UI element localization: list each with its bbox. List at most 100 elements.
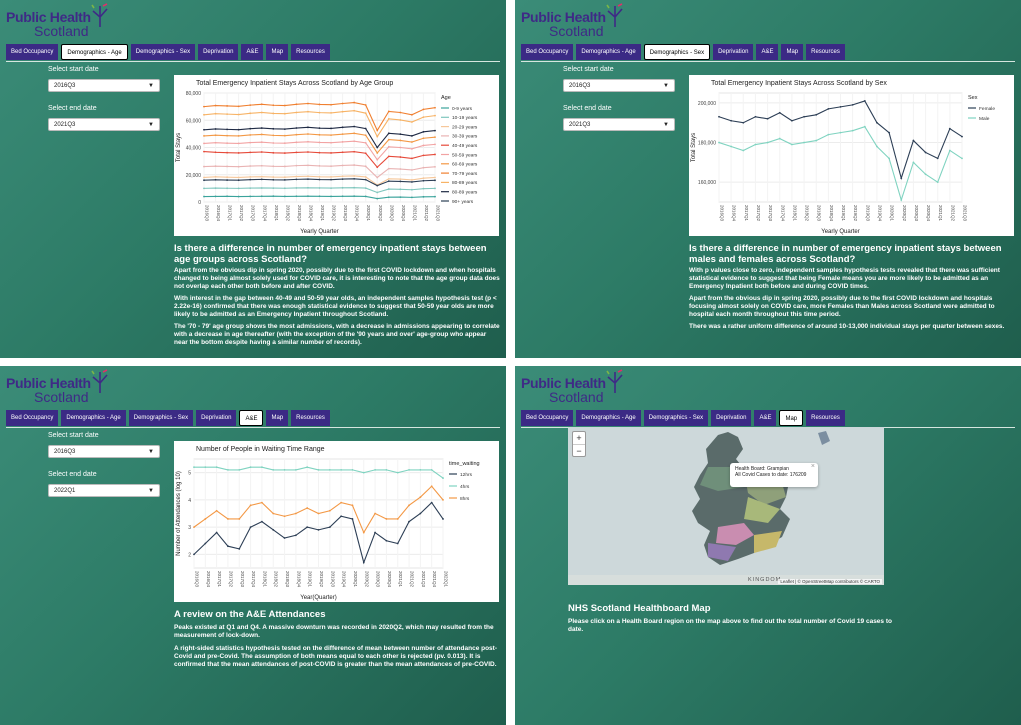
tab-ae[interactable]: A&E: [241, 44, 264, 60]
legend-label: 50-59 years: [452, 152, 478, 158]
data-point: [203, 150, 205, 153]
data-point: [353, 125, 356, 128]
data-point: [430, 485, 433, 488]
age-chart: Total Emergency Inpatient Stays Across S…: [174, 75, 499, 236]
tab-demographics-age[interactable]: Demographics - Age: [576, 410, 641, 426]
tab-deprivation[interactable]: Deprivation: [713, 44, 754, 60]
region-shetland[interactable]: [818, 431, 830, 445]
x-tick-label: 2018Q1: [792, 205, 797, 222]
data-point: [434, 165, 436, 168]
tab-bed-occupancy[interactable]: Bed Occupancy: [6, 410, 59, 426]
data-point: [766, 117, 769, 120]
start-date-select[interactable]: 2016Q3 ▼: [48, 445, 160, 458]
chevron-down-icon: ▼: [148, 122, 154, 128]
ae-chart-svg: Number of People in Waiting Time Range 2 3…: [176, 446, 480, 601]
start-date-select[interactable]: 2016Q3 ▼: [563, 79, 675, 92]
tab-deprivation[interactable]: Deprivation: [196, 410, 237, 426]
data-point: [249, 112, 252, 115]
tab-resources[interactable]: Resources: [291, 410, 330, 426]
data-point: [387, 110, 390, 113]
data-point: [364, 152, 367, 155]
data-point: [376, 176, 379, 179]
end-date-select[interactable]: 2022Q1 ▼: [48, 484, 160, 497]
end-date-select[interactable]: 2021Q3 ▼: [563, 118, 675, 131]
tab-bed-occupancy[interactable]: Bed Occupancy: [521, 44, 574, 60]
close-icon[interactable]: ×: [810, 463, 815, 470]
data-point: [411, 188, 413, 191]
x-tick-label: 2018Q4: [296, 571, 301, 588]
region-lothian[interactable]: [716, 523, 754, 545]
data-point: [374, 531, 376, 534]
data-point: [442, 518, 444, 520]
data-point: [803, 115, 805, 118]
start-date-select[interactable]: 2016Q3 ▼: [48, 79, 160, 92]
tab-ae[interactable]: A&E: [754, 410, 777, 426]
tab-bed-occupancy[interactable]: Bed Occupancy: [521, 410, 574, 426]
data-point: [341, 175, 344, 178]
age-paragraph-2: With interest in the gap between 40-49 a…: [174, 295, 497, 318]
map-attribution[interactable]: Leaflet | © OpenStreetMap contributors ©…: [778, 579, 882, 584]
data-point: [238, 518, 241, 520]
zoom-out-button[interactable]: −: [573, 444, 585, 456]
tab-demographics-age[interactable]: Demographics - Age: [61, 410, 126, 426]
data-point: [364, 127, 367, 130]
data-point: [364, 141, 367, 144]
data-point: [434, 106, 436, 109]
data-point: [341, 164, 344, 167]
tab-demographics-sex[interactable]: Demographics - Sex: [130, 44, 196, 60]
data-point: [272, 127, 275, 130]
end-date-select[interactable]: 2021Q3 ▼: [48, 118, 160, 131]
data-point: [411, 169, 413, 171]
age-paragraph-1: Apart from the obvious dip in spring 202…: [174, 267, 500, 290]
tab-map[interactable]: Map: [779, 410, 804, 426]
tab-demographics-age[interactable]: Demographics - Age: [61, 44, 128, 60]
y-axis-label: Total Stays: [176, 133, 182, 162]
data-point: [237, 113, 240, 116]
tab-deprivation[interactable]: Deprivation: [711, 410, 752, 426]
data-point: [214, 134, 217, 137]
data-point: [295, 187, 298, 189]
tab-resources[interactable]: Resources: [806, 410, 845, 426]
legend-label: 80-89 years: [452, 180, 478, 186]
data-point: [330, 103, 332, 106]
tab-resources[interactable]: Resources: [291, 44, 330, 60]
x-tick-label: 2019Q3: [343, 205, 348, 222]
data-point: [353, 101, 356, 104]
data-point: [330, 141, 332, 144]
start-date-value: 2016Q3: [569, 83, 591, 89]
scotland-map[interactable]: + − Health Board: Grampian All Covid Cas…: [568, 427, 884, 585]
zoom-in-button[interactable]: +: [576, 433, 582, 443]
data-point: [422, 166, 425, 169]
data-point: [294, 469, 297, 471]
tab-ae[interactable]: A&E: [239, 410, 264, 426]
tab-resources[interactable]: Resources: [806, 44, 845, 60]
tab-bed-occupancy[interactable]: Bed Occupancy: [6, 44, 59, 60]
data-point: [330, 165, 332, 168]
data-point: [900, 199, 903, 201]
data-point: [419, 496, 422, 499]
tab-map[interactable]: Map: [266, 44, 289, 60]
data-point: [341, 141, 344, 143]
x-tick-label: 2016Q3: [720, 205, 725, 222]
tab-demographics-age[interactable]: Demographics - Age: [576, 44, 641, 60]
tab-demographics-sex[interactable]: Demographics - Sex: [128, 410, 194, 426]
data-point: [411, 135, 413, 137]
tab-demographics-sex[interactable]: Demographics - Sex: [643, 410, 709, 426]
tab-ae[interactable]: A&E: [756, 44, 779, 60]
tab-deprivation[interactable]: Deprivation: [198, 44, 239, 60]
tab-demographics-sex[interactable]: Demographics - Sex: [643, 44, 711, 60]
data-point: [249, 134, 252, 136]
region-tayside[interactable]: [744, 497, 780, 523]
legend-label: 20-29 years: [452, 124, 478, 130]
tab-map[interactable]: Map: [266, 410, 289, 426]
data-point: [754, 143, 757, 146]
data-point: [272, 134, 275, 137]
tab-map[interactable]: Map: [781, 44, 804, 60]
data-point: [341, 186, 344, 189]
data-point: [260, 195, 263, 198]
region-borders[interactable]: [754, 531, 782, 553]
data-point: [839, 131, 842, 134]
data-point: [317, 469, 320, 471]
region-dumfries[interactable]: [708, 543, 736, 561]
data-point: [249, 141, 252, 144]
